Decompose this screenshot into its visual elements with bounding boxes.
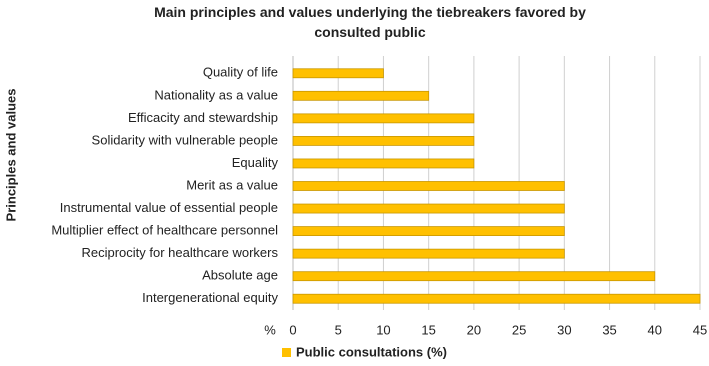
legend-swatch: [282, 348, 291, 357]
bar: [292, 293, 701, 304]
bar: [292, 226, 565, 236]
x-tick-label: 40: [648, 322, 662, 337]
legend-label: Public consultations (%): [296, 344, 447, 359]
x-tick-label: 35: [602, 322, 616, 337]
y-axis-label: Principles and values: [3, 89, 18, 222]
x-tick-label: 5: [335, 322, 342, 337]
x-tick-label: 0: [289, 322, 296, 337]
y-tick-label: Equality: [232, 155, 279, 170]
x-tick-label: 10: [376, 322, 390, 337]
x-tick-label: 20: [467, 322, 481, 337]
bar: [292, 203, 565, 214]
bar: [292, 271, 656, 282]
bar: [292, 90, 430, 101]
bar: [292, 181, 565, 191]
y-tick-label: Absolute age: [202, 268, 278, 283]
y-tick-label: Quality of life: [203, 65, 278, 80]
x-tick-label: 25: [512, 322, 526, 337]
y-tick-label: Efficacity and stewardship: [128, 110, 278, 125]
bar: [292, 68, 384, 79]
x-tick-label: 15: [421, 322, 435, 337]
y-tick-label: Intergenerational equity: [142, 290, 278, 305]
x-axis-label: %: [264, 322, 276, 337]
chart-title: Main principles and values underlying th…: [154, 4, 586, 40]
y-tick-label: Merit as a value: [186, 177, 278, 192]
bar: [292, 113, 475, 124]
bar: [292, 136, 475, 146]
x-tick-label: 45: [693, 322, 707, 337]
y-tick-label: Instrumental value of essential people: [60, 200, 278, 215]
y-tick-label: Solidarity with vulnerable people: [92, 132, 278, 147]
bar: [292, 248, 565, 259]
bar: [292, 158, 475, 169]
y-tick-label: Multiplier effect of healthcare personne…: [51, 223, 278, 238]
y-tick-label: Nationality as a value: [154, 87, 278, 102]
x-tick-label: 30: [557, 322, 571, 337]
y-tick-label: Reciprocity for healthcare workers: [81, 245, 278, 260]
